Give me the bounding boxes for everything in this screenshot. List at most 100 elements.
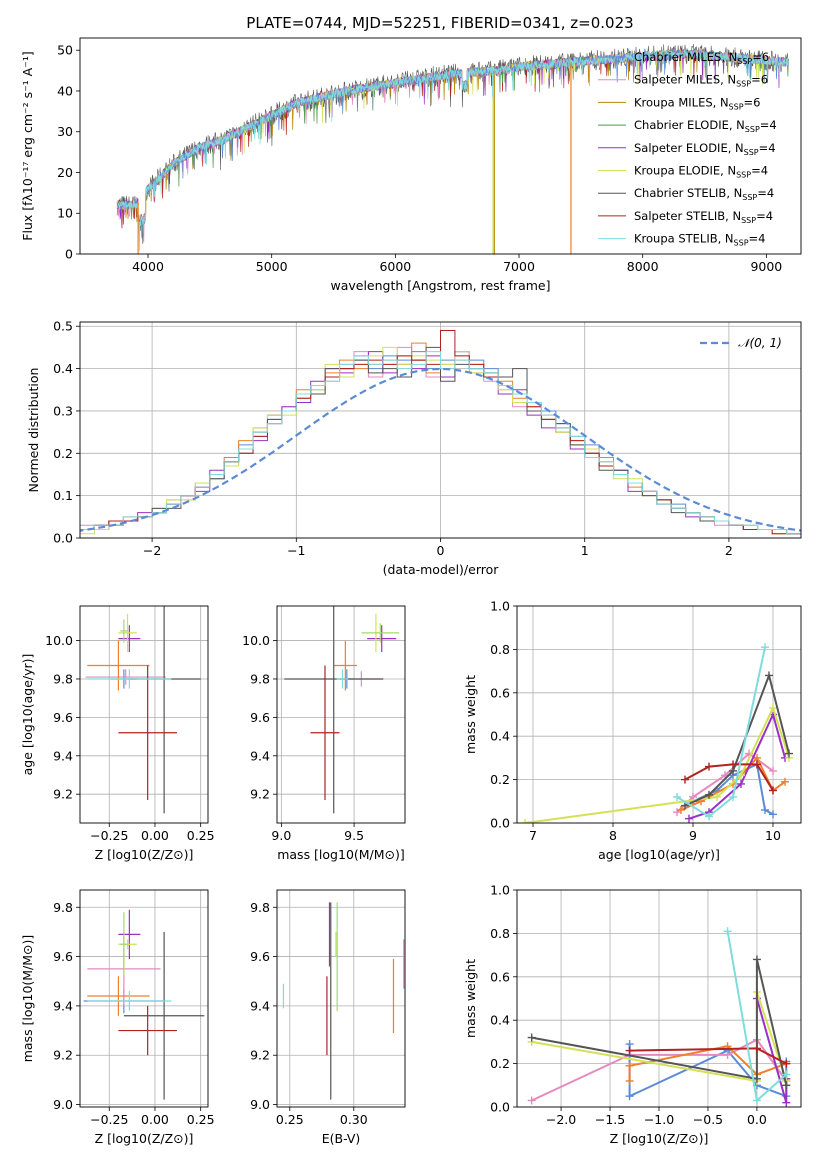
x-tick-label: 10 xyxy=(765,828,781,843)
x-tick-label: 1 xyxy=(581,543,589,558)
legend-label: Kroupa MILES, NSSP=6 xyxy=(634,95,760,111)
weight-line xyxy=(676,646,766,818)
x-axis-label: Z [log10(Z/Z⊙)] xyxy=(95,1131,194,1146)
y-tick-label: 1.0 xyxy=(490,883,510,898)
x-axis-label: wavelength [Angstrom, rest frame] xyxy=(330,278,550,293)
x-tick-label: 7 xyxy=(529,828,537,843)
x-tick-label: 9.5 xyxy=(344,828,364,843)
y-tick-label: 0.6 xyxy=(490,969,510,984)
x-tick-label: 0.25 xyxy=(187,1112,215,1127)
y-axis-label: mass weight xyxy=(463,675,478,754)
legend-label: Salpeter ELODIE, NSSP=4 xyxy=(634,141,776,157)
chart-title: PLATE=0744, MJD=52251, FIBERID=0341, z=0… xyxy=(246,14,633,32)
y-tick-label: 50 xyxy=(57,43,73,58)
plot-area xyxy=(527,927,791,1107)
plot-area xyxy=(80,329,801,535)
axes-spectrum: 4000 5000 6000 7000 8000 9000 0 10 20 30 40 50 wavel… xyxy=(20,37,802,293)
y-tick-label: 0.5 xyxy=(53,319,73,334)
y-tick-label: 9.4 xyxy=(53,998,73,1013)
y-tick-label: 9.2 xyxy=(250,787,270,802)
weight-line xyxy=(680,756,786,811)
axes-age-vs-Z: −0.25 0.00 0.25 9.2 9.4 9.6 9.8 10.0 Z [log10(Z/… xyxy=(20,605,215,862)
plot-area xyxy=(83,909,205,1100)
x-tick-label: 0.0 xyxy=(747,1112,767,1127)
x-tick-label: 4000 xyxy=(132,259,164,274)
y-tick-label: 9.8 xyxy=(53,671,73,686)
weight-line xyxy=(688,711,786,820)
x-tick-label: −2.0 xyxy=(546,1112,576,1127)
y-tick-label: 9.6 xyxy=(53,949,73,964)
x-axis-label: mass [log10(M/M⊙)] xyxy=(277,847,405,862)
y-tick-label: 9.2 xyxy=(53,1048,73,1063)
y-tick-label: 9.6 xyxy=(250,949,270,964)
axes-frame xyxy=(276,605,406,824)
axes-frame xyxy=(79,605,209,824)
y-tick-label: 9.2 xyxy=(250,1048,270,1063)
y-tick-label: 0.4 xyxy=(53,361,73,376)
x-tick-label: 0 xyxy=(437,543,445,558)
y-tick-label: 9.6 xyxy=(53,710,73,725)
y-axis-label: mass [log10(M/M⊙)] xyxy=(20,935,35,1063)
x-tick-label: 6000 xyxy=(379,259,411,274)
histogram-step xyxy=(80,351,801,535)
y-tick-label: 40 xyxy=(57,83,73,98)
y-tick-label: 1.0 xyxy=(490,599,510,614)
x-axis-label: E(B-V) xyxy=(322,1131,361,1146)
axes-mass-vs-EBV: 0.25 0.30 9.0 9.2 9.4 9.6 9.8 E(B-V) xyxy=(250,889,406,1146)
axes-weight-vs-age: 7 8 9 10 0.0 0.2 0.4 0.6 0.8 1.0 age [log10(age/yr… xyxy=(463,599,802,862)
y-tick-label: 0.0 xyxy=(490,816,510,831)
y-tick-label: 9.4 xyxy=(250,998,270,1013)
legend-label: Chabrier ELODIE, NSSP=4 xyxy=(634,118,777,134)
axes-frame xyxy=(79,321,802,539)
legend-label: 𝒩(0, 1) xyxy=(738,336,782,350)
x-tick-label: 5000 xyxy=(256,259,288,274)
y-tick-label: 0.3 xyxy=(53,403,73,418)
y-tick-label: 9.0 xyxy=(250,1097,270,1112)
x-tick-label: 0.00 xyxy=(141,1112,169,1127)
y-tick-label: 10.0 xyxy=(242,633,270,648)
y-tick-label: 9.8 xyxy=(250,671,270,686)
plot-area xyxy=(521,643,793,823)
y-tick-label: 0.4 xyxy=(490,729,510,744)
y-tick-label: 0 xyxy=(65,247,73,262)
x-tick-label: −1 xyxy=(287,543,305,558)
y-axis-label: Normed distribution xyxy=(26,368,41,493)
axes-frame xyxy=(79,889,209,1108)
y-tick-label: 0.8 xyxy=(490,926,510,941)
legend-label: Salpeter STELIB, NSSP=4 xyxy=(634,209,773,225)
x-tick-label: 9 xyxy=(689,828,697,843)
y-tick-label: 9.8 xyxy=(250,900,270,915)
x-tick-label: 0.25 xyxy=(187,828,215,843)
x-axis-label: (data-model)/error xyxy=(383,562,500,577)
y-tick-label: 9.4 xyxy=(250,748,270,763)
x-tick-label: −2 xyxy=(143,543,161,558)
y-tick-label: 0.0 xyxy=(53,531,73,546)
axes-residuals: −2 −1 0 1 2 0.0 0.1 0.2 0.3 0.4 0.5 (data-model)/er… xyxy=(26,319,802,577)
y-tick-label: 0.0 xyxy=(490,1100,510,1115)
x-axis-label: Z [log10(Z/Z⊙)] xyxy=(610,1131,709,1146)
legend-label: Chabrier MILES, NSSP=6 xyxy=(634,50,769,66)
x-tick-label: 0.30 xyxy=(340,1112,368,1127)
legend-label: Chabrier STELIB, NSSP=4 xyxy=(634,186,774,202)
y-axis-label: Flux [fλ10⁻¹⁷ erg cm⁻² s⁻¹ A⁻¹] xyxy=(20,51,35,240)
x-tick-label: 9000 xyxy=(750,259,782,274)
axes-frame xyxy=(79,37,802,255)
legend-label: Kroupa ELODIE, NSSP=4 xyxy=(634,164,768,180)
x-tick-label: −1.5 xyxy=(595,1112,625,1127)
x-tick-label: 9.0 xyxy=(271,828,291,843)
y-tick-label: 9.0 xyxy=(53,1097,73,1112)
weight-line xyxy=(531,959,788,1086)
x-tick-label: 8000 xyxy=(627,259,659,274)
plot-area xyxy=(85,606,201,814)
x-tick-label: −0.5 xyxy=(693,1112,723,1127)
plot-area xyxy=(284,606,400,814)
axes-age-vs-mass: 9.0 9.5 9.2 9.4 9.6 9.8 10.0 mass [log10(M/M⊙)] xyxy=(242,605,406,862)
y-tick-label: 0.2 xyxy=(53,446,73,461)
x-tick-label: 2 xyxy=(725,543,733,558)
x-tick-label: −1.0 xyxy=(644,1112,674,1127)
y-tick-label: 0.2 xyxy=(490,772,510,787)
y-tick-label: 9.6 xyxy=(250,710,270,725)
axes-frame xyxy=(276,889,406,1108)
x-tick-label: −0.25 xyxy=(90,828,128,843)
